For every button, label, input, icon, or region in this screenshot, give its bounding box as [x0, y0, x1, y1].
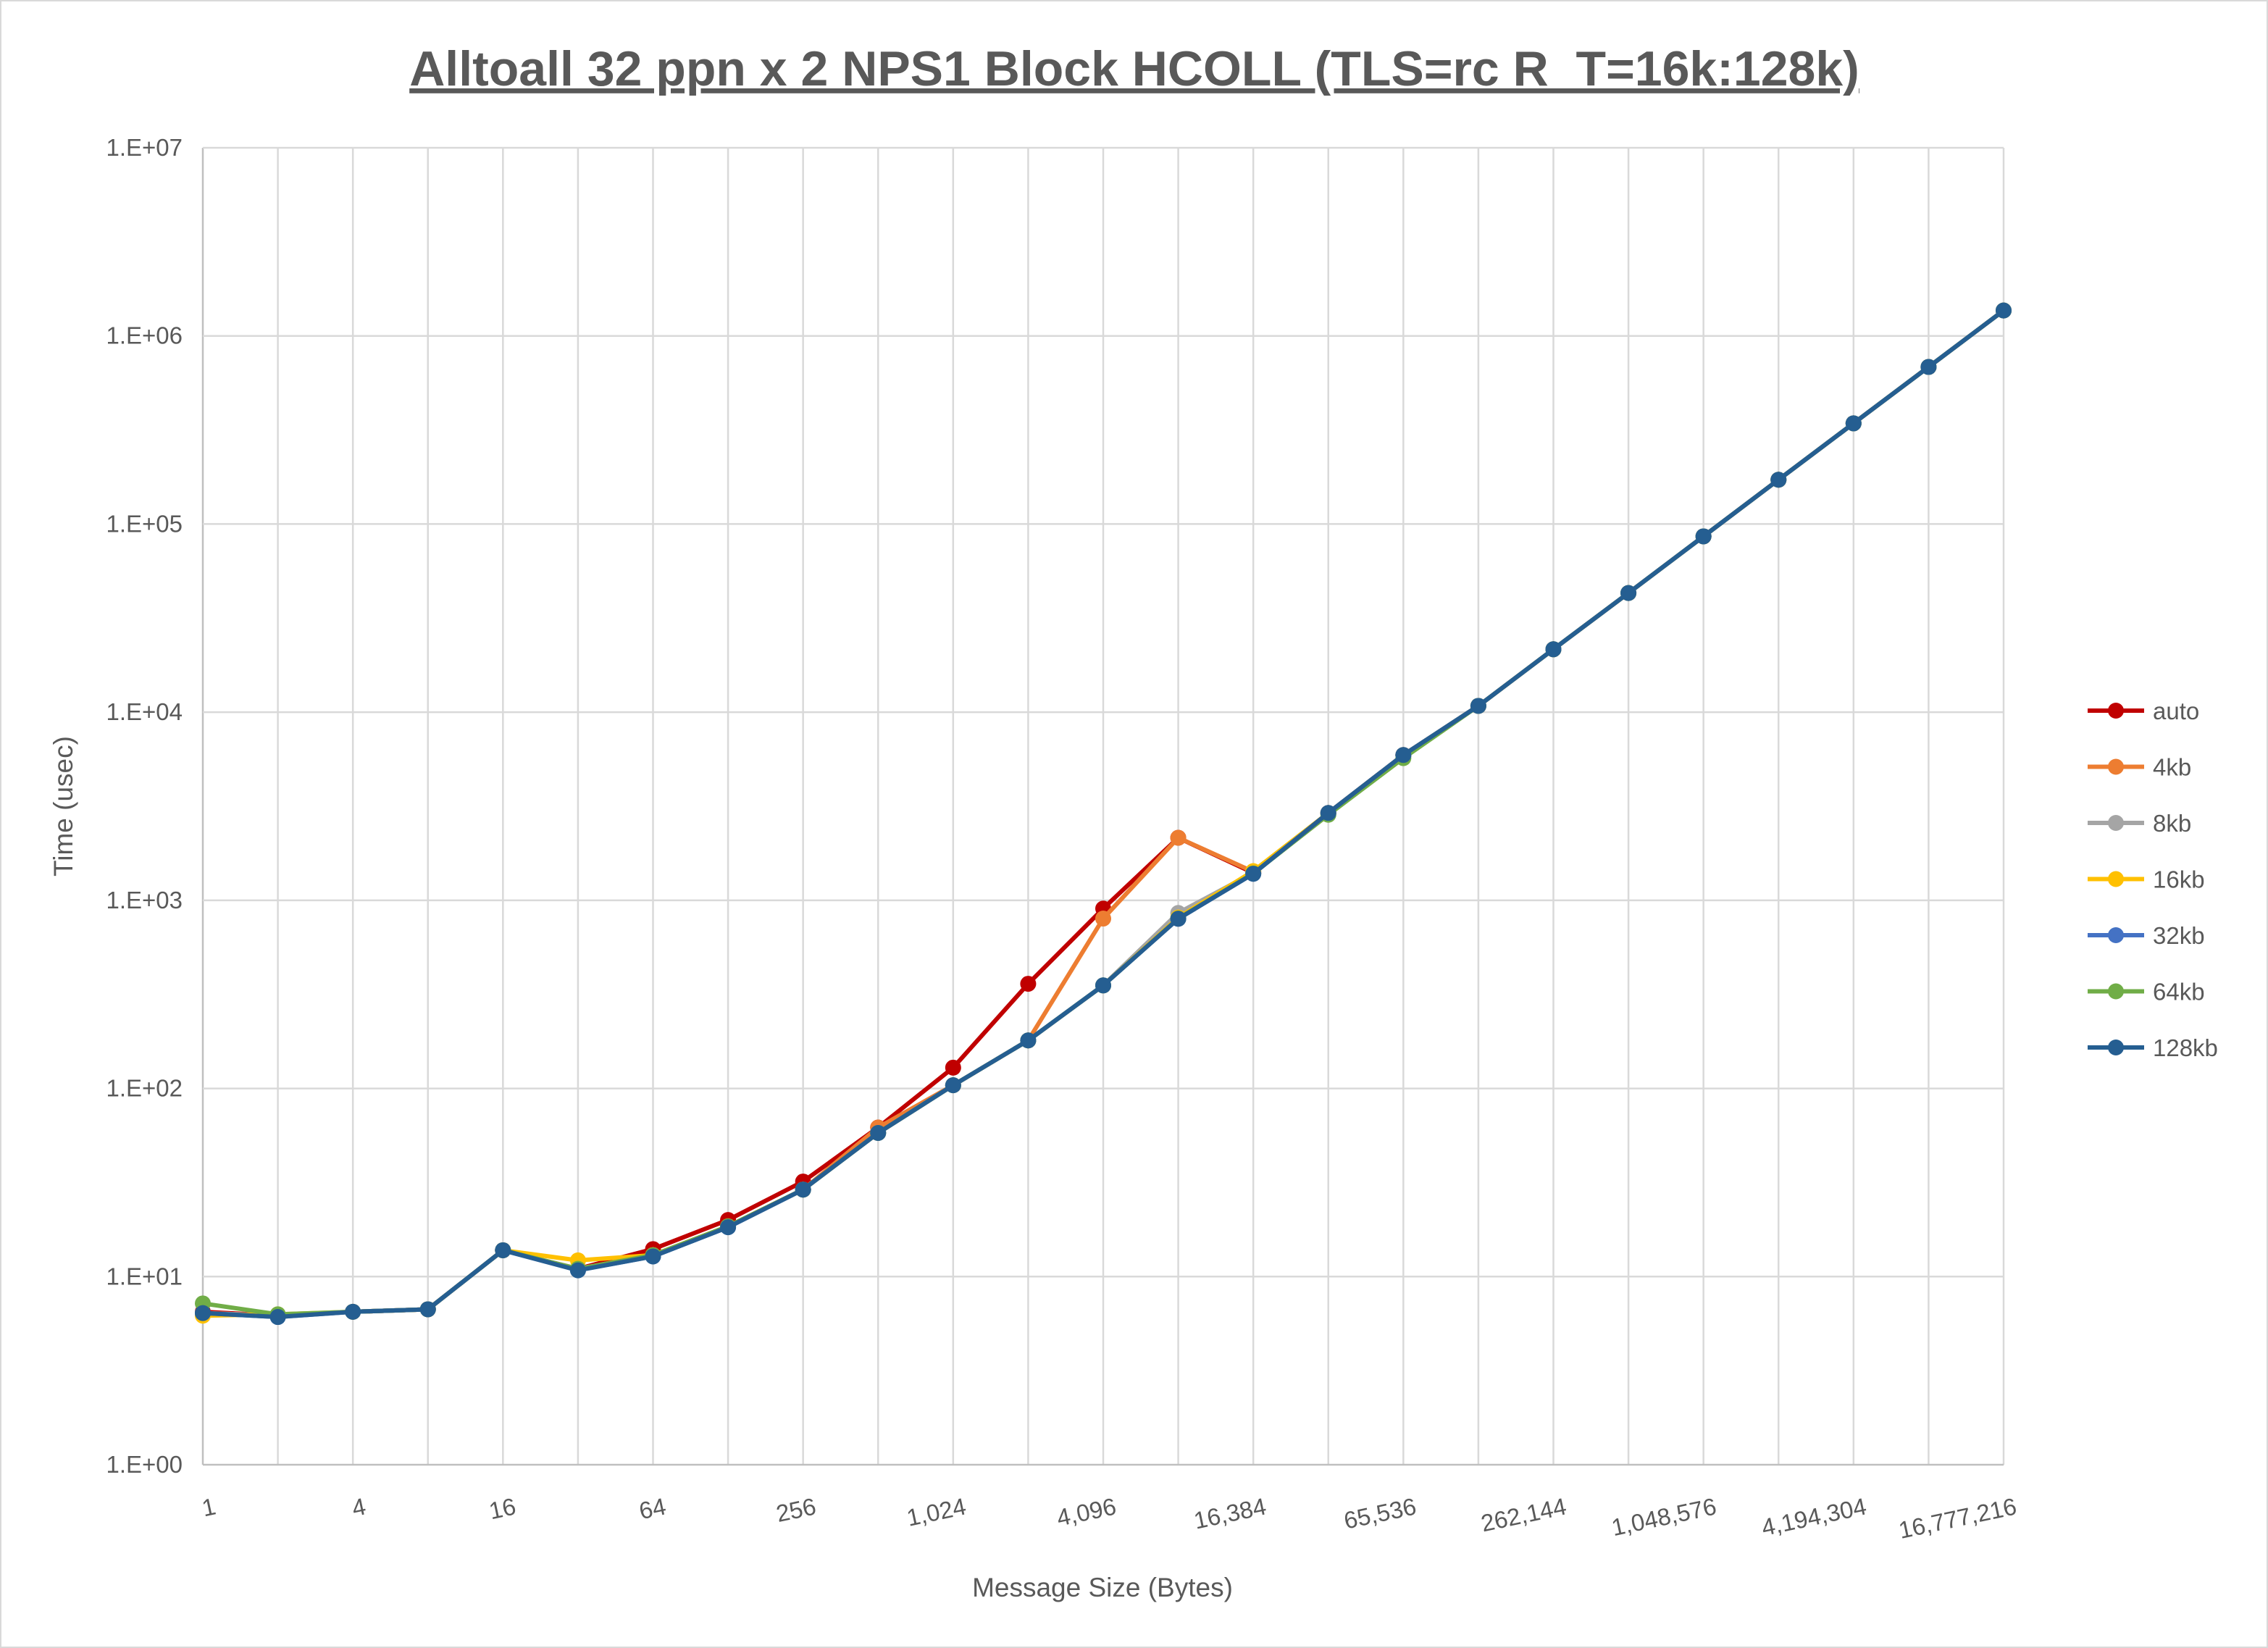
- x-axis-title: Message Size (Bytes): [972, 1573, 1233, 1602]
- data-point: [1545, 641, 1562, 658]
- data-point: [1020, 976, 1037, 992]
- legend-marker: [2108, 871, 2124, 887]
- y-tick-label: 1.E+05: [106, 510, 183, 537]
- data-point: [1320, 805, 1336, 821]
- legend-item-32kb: 32kb: [2088, 922, 2205, 949]
- data-point: [1095, 911, 1111, 927]
- legend-item-8kb: 8kb: [2088, 810, 2191, 837]
- data-point: [1996, 302, 2012, 319]
- data-point: [495, 1242, 511, 1258]
- legend-label: 8kb: [2153, 810, 2191, 837]
- data-point: [269, 1309, 286, 1326]
- y-axis-title: Time (usec): [49, 736, 78, 877]
- y-tick-label: 1.E+01: [106, 1263, 183, 1289]
- legend-label: 128kb: [2153, 1034, 2218, 1061]
- data-point: [720, 1219, 737, 1236]
- series-group: [195, 302, 2012, 1326]
- data-point: [1395, 747, 1412, 764]
- x-tick-label: 16: [487, 1492, 519, 1524]
- data-point: [870, 1125, 887, 1142]
- chart-title: Alltoall 32 ppn x 2 NPS1 Block HCOLL (TL…: [409, 41, 1859, 96]
- data-point: [645, 1248, 661, 1265]
- data-point: [1770, 472, 1787, 488]
- y-axis-ticks: 1.E+00 1.E+01 1.E+02 1.E+03 1.E+04 1.E+05 1.E+…: [106, 134, 183, 1478]
- data-point: [1170, 829, 1187, 846]
- data-point: [1470, 698, 1486, 714]
- y-tick-label: 1.E+02: [106, 1075, 183, 1102]
- y-tick-label: 1.E+00: [106, 1451, 183, 1478]
- legend-marker: [2108, 758, 2124, 775]
- legend-item-64kb: 64kb: [2088, 979, 2205, 1005]
- legend-item-auto: auto: [2088, 698, 2199, 724]
- legend-marker: [2108, 703, 2124, 719]
- legend-label: auto: [2153, 698, 2199, 724]
- data-point: [569, 1262, 586, 1279]
- data-point: [795, 1181, 811, 1198]
- data-point: [945, 1077, 961, 1094]
- data-point: [345, 1303, 361, 1320]
- gridlines: [201, 146, 2005, 1466]
- y-tick-label: 1.E+04: [106, 698, 183, 725]
- y-tick-label: 1.E+03: [106, 887, 183, 913]
- legend-item-4kb: 4kb: [2088, 754, 2191, 781]
- data-point: [1620, 585, 1637, 601]
- data-point: [1245, 866, 1262, 882]
- data-point: [1170, 911, 1187, 927]
- x-tick-label: 64: [637, 1492, 669, 1524]
- data-point: [419, 1301, 436, 1318]
- legend-marker: [2108, 927, 2124, 943]
- data-point: [1095, 977, 1111, 994]
- legend: auto 4kb 8kb 16kb 32kb 64kb 128kb: [2088, 698, 2218, 1061]
- series-128kb: [195, 302, 2012, 1326]
- legend-item-128kb: 128kb: [2088, 1034, 2218, 1061]
- legend-marker: [2108, 983, 2124, 1000]
- legend-marker: [2108, 815, 2124, 831]
- y-tick-label: 1.E+07: [106, 134, 183, 161]
- data-point: [195, 1305, 211, 1321]
- legend-marker: [2108, 1040, 2124, 1055]
- legend-label: 16kb: [2153, 866, 2205, 893]
- legend-label: 4kb: [2153, 754, 2191, 781]
- y-tick-label: 1.E+06: [106, 322, 183, 349]
- data-point: [945, 1059, 961, 1076]
- legend-label: 64kb: [2153, 979, 2205, 1005]
- data-point: [1920, 359, 1937, 375]
- data-point: [1695, 528, 1712, 545]
- legend-label: 32kb: [2153, 922, 2205, 949]
- data-point: [1845, 415, 1862, 432]
- legend-item-16kb: 16kb: [2088, 866, 2205, 893]
- data-point: [1020, 1032, 1037, 1049]
